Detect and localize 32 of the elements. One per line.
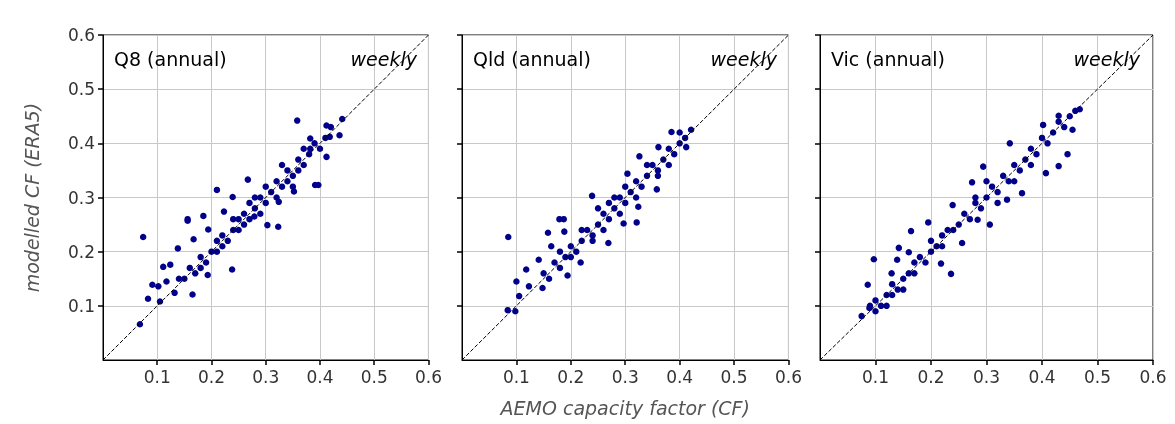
y-tick-label: 0.5 [67, 79, 95, 100]
x-tick-label: 0.4 [306, 366, 334, 387]
x-tick-label: 0.3 [611, 366, 639, 387]
text: weekly [1073, 47, 1141, 70]
x-tick-label: 0.4 [666, 366, 694, 387]
x-tick-label: 0.4 [1028, 366, 1056, 387]
text: weekly [350, 47, 418, 70]
x-tick-label: 0.6 [414, 366, 443, 387]
y-tick-label: 0.2 [67, 241, 95, 262]
x-tick-label: 0.2 [917, 366, 945, 387]
x-tick-label: 0.6 [1139, 366, 1167, 387]
text: Q8 (annual) [114, 47, 227, 70]
x-tick-label: 0.2 [557, 366, 585, 387]
x-tick-label: 0.1 [143, 366, 171, 387]
x-tick-label: 0.2 [197, 366, 226, 387]
x-tick-label: 0.3 [972, 366, 1001, 387]
x-tick-label: 0.3 [252, 366, 280, 387]
text: Vic (annual) [831, 47, 945, 70]
x-tick-label: 0.1 [861, 366, 890, 387]
y-axis-title: modelled CF (ERA5) [20, 102, 43, 293]
x-tick-label: 0.5 [1083, 366, 1112, 387]
x-tick-label: 0.1 [502, 366, 530, 387]
y-tick-label: 0.1 [67, 295, 95, 316]
y-tick-label: 0.3 [67, 187, 95, 208]
x-tick-label: 0.6 [774, 366, 803, 387]
text: Qld (annual) [473, 47, 591, 70]
x-tick-label: 0.5 [720, 366, 748, 387]
text: weekly [710, 47, 778, 70]
y-tick-label: 0.6 [67, 25, 95, 45]
x-axis-title: AEMO capacity factor (CF) [498, 396, 750, 419]
y-tick-label: 0.4 [67, 133, 95, 154]
x-tick-label: 0.5 [360, 366, 388, 387]
